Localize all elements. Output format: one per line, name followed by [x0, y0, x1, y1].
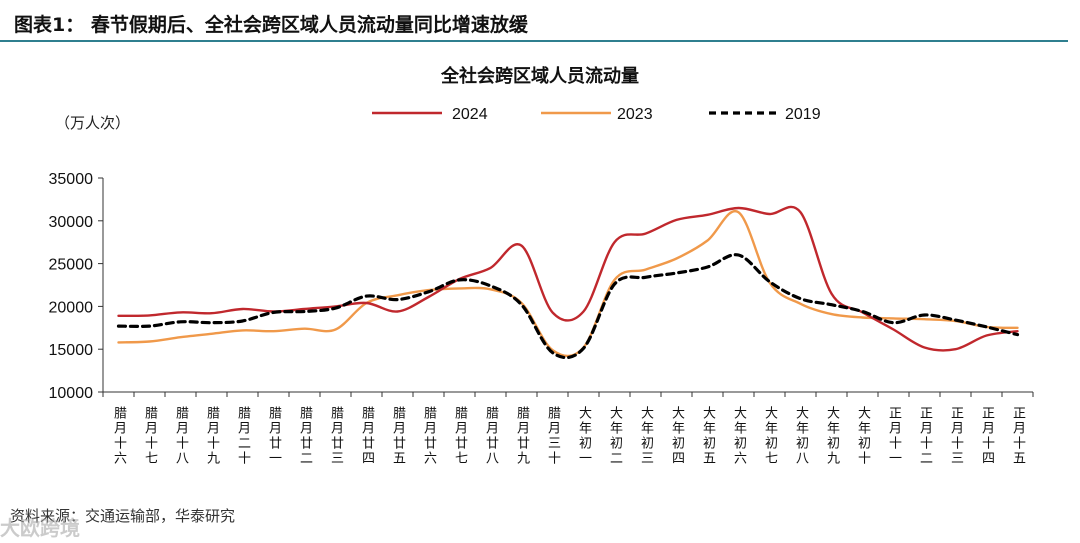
x-tick-label: 正月十五 [1010, 406, 1026, 466]
x-tick-label: 大年初二 [607, 406, 623, 466]
x-tick-label: 大年初七 [762, 406, 778, 466]
x-tick-label: 大年初四 [669, 406, 685, 466]
y-tick-label: 35000 [49, 171, 94, 188]
chart-plot-area [116, 205, 1020, 360]
x-tick-label: 腊月二十 [235, 406, 251, 466]
x-tick-label: 正月十四 [979, 406, 995, 466]
source-note: 资料来源：交通运输部，华泰研究 [10, 507, 236, 525]
figure-title-rule [0, 40, 1068, 42]
series-line-2019 [116, 253, 1020, 360]
x-tick-label: 腊月廿八 [483, 406, 499, 466]
y-tick-label: 15000 [49, 342, 94, 359]
x-tick-label: 腊月廿二 [297, 406, 313, 466]
x-tick-label: 正月十三 [948, 406, 964, 466]
figure-header: 图表1： 春节假期后、全社会跨区域人员流动量同比增速放缓 [0, 0, 1080, 44]
y-tick-label: 25000 [49, 257, 94, 274]
x-tick-label: 大年初五 [700, 406, 716, 466]
x-tick-label: 正月十一 [886, 406, 902, 466]
x-tick-label: 大年初六 [731, 406, 747, 466]
x-tick-label: 腊月三十 [545, 406, 561, 466]
x-tick-label: 大年初八 [793, 406, 809, 466]
x-tick-label: 腊月廿七 [452, 406, 468, 466]
x-tick-label: 正月十二 [917, 406, 933, 466]
y-axis-unit-label: （万人次） [55, 114, 130, 132]
y-tick-label: 30000 [49, 214, 94, 231]
x-tick-label: 大年初九 [824, 406, 840, 466]
x-tick-label: 腊月十八 [173, 406, 189, 466]
legend-label-2019: 2019 [785, 106, 821, 123]
x-tick-label: 腊月廿一 [266, 406, 282, 466]
x-tick-label: 腊月廿三 [328, 406, 344, 466]
legend-label-2024: 2024 [452, 106, 488, 123]
figure-title: 图表1： 春节假期后、全社会跨区域人员流动量同比增速放缓 [14, 14, 528, 36]
y-tick-label: 10000 [49, 385, 94, 402]
x-tick-label: 腊月廿六 [421, 406, 437, 466]
x-tick-label: 大年初三 [638, 406, 654, 466]
y-tick-label: 20000 [49, 299, 94, 316]
series-line-2024 [117, 205, 1019, 352]
x-tick-label: 大年初一 [576, 406, 592, 466]
legend-label-2023: 2023 [617, 106, 653, 123]
x-tick-label: 大年初十 [855, 406, 871, 466]
x-tick-label: 腊月十七 [142, 406, 158, 466]
x-tick-label: 腊月十六 [111, 406, 127, 466]
x-tick-label: 腊月十九 [204, 406, 220, 466]
chart-title: 全社会跨区域人员流动量 [440, 65, 639, 87]
x-tick-label: 腊月廿四 [359, 406, 375, 466]
x-tick-label: 腊月廿五 [390, 406, 406, 466]
series-line-2023 [117, 209, 1019, 358]
x-tick-label: 腊月廿九 [514, 406, 530, 466]
chart-legend: 2024 2023 2019 [372, 106, 821, 123]
watermark-logo: 大欧跨境 [0, 516, 80, 540]
